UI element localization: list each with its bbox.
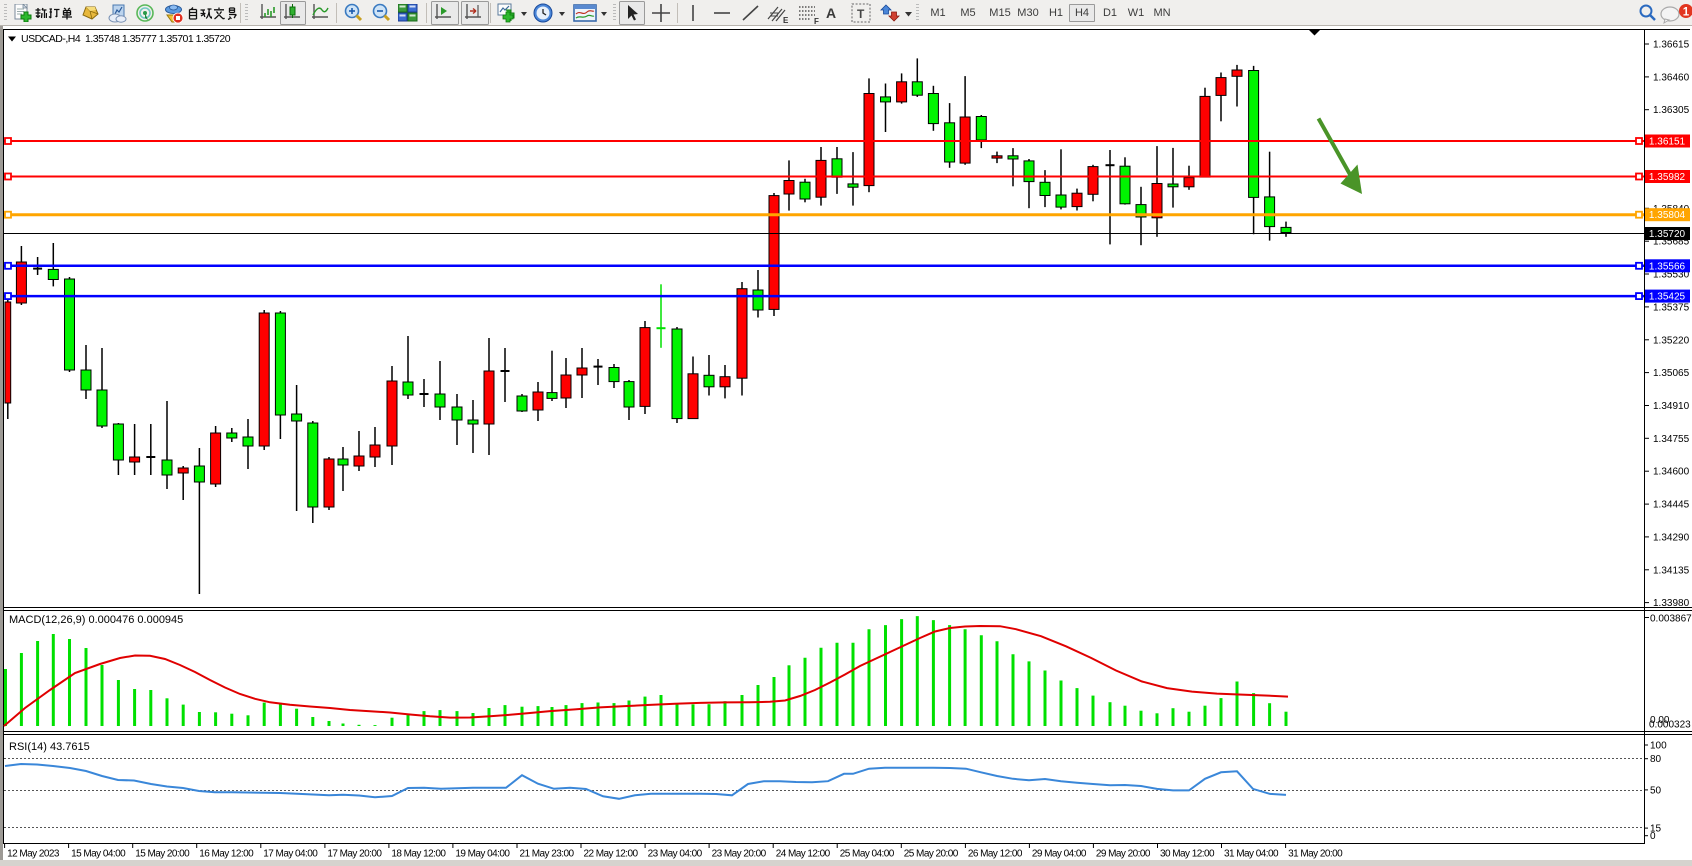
svg-text:F: F (814, 17, 819, 25)
svg-text:1.34445: 1.34445 (1653, 500, 1690, 511)
svg-text:23 May 04:00: 23 May 04:00 (648, 849, 703, 860)
svg-text:1.34290: 1.34290 (1653, 532, 1690, 543)
svg-text:1.36460: 1.36460 (1653, 72, 1690, 83)
svg-text:1.35982: 1.35982 (1649, 172, 1686, 183)
svg-text:1.35425: 1.35425 (1649, 292, 1686, 303)
svg-text:1.33980: 1.33980 (1653, 598, 1690, 609)
svg-text:1.35720: 1.35720 (1649, 229, 1686, 240)
svg-text:1.35685: 1.35685 (1653, 237, 1690, 248)
svg-text:25 May 20:00: 25 May 20:00 (904, 849, 959, 860)
svg-text:E: E (783, 16, 789, 25)
svg-text:22 May 12:00: 22 May 12:00 (584, 849, 639, 860)
svg-text:0.00: 0.00 (1650, 715, 1670, 726)
svg-text:1: 1 (1683, 7, 1690, 19)
svg-text:15: 15 (1650, 824, 1662, 835)
svg-text:16 May 12:00: 16 May 12:00 (199, 849, 254, 860)
svg-text:17 May 04:00: 17 May 04:00 (263, 849, 318, 860)
svg-text:31 May 04:00: 31 May 04:00 (1224, 849, 1279, 860)
svg-text:1.35566: 1.35566 (1649, 261, 1686, 272)
svg-text:MACD(12,26,9) 0.000476 0.00094: MACD(12,26,9) 0.000476 0.000945 (9, 614, 183, 626)
svg-text:12 May 2023: 12 May 2023 (7, 849, 60, 860)
svg-text:80: 80 (1650, 754, 1662, 765)
svg-text:T: T (857, 7, 865, 21)
svg-text:50: 50 (1650, 785, 1662, 796)
svg-text:RSI(14) 43.7615: RSI(14) 43.7615 (9, 741, 90, 753)
svg-text:17 May 20:00: 17 May 20:00 (327, 849, 382, 860)
svg-text:1.36305: 1.36305 (1653, 105, 1690, 116)
svg-text:1.35804: 1.35804 (1649, 210, 1686, 221)
svg-text:31 May 20:00: 31 May 20:00 (1288, 849, 1343, 860)
svg-text:1.34755: 1.34755 (1653, 434, 1690, 445)
svg-text:18 May 12:00: 18 May 12:00 (391, 849, 446, 860)
svg-text:19 May 04:00: 19 May 04:00 (455, 849, 510, 860)
svg-text:23 May 20:00: 23 May 20:00 (712, 849, 767, 860)
svg-text:0: 0 (1650, 831, 1656, 842)
svg-text:1.35530: 1.35530 (1653, 270, 1690, 281)
svg-text:30 May 12:00: 30 May 12:00 (1160, 849, 1215, 860)
svg-text:100: 100 (1650, 741, 1667, 752)
svg-text:25 May 04:00: 25 May 04:00 (840, 849, 895, 860)
svg-text:15 May 04:00: 15 May 04:00 (71, 849, 126, 860)
svg-text:15 May 20:00: 15 May 20:00 (135, 849, 190, 860)
svg-text:1.36151: 1.36151 (1649, 137, 1686, 148)
svg-text:1.35065: 1.35065 (1653, 368, 1690, 379)
svg-text:26 May 12:00: 26 May 12:00 (968, 849, 1023, 860)
svg-text:0.003867: 0.003867 (1650, 614, 1692, 625)
svg-text:1.34600: 1.34600 (1653, 467, 1690, 478)
svg-text:24 May 12:00: 24 May 12:00 (776, 849, 831, 860)
svg-text:1.34135: 1.34135 (1653, 565, 1690, 576)
svg-text:1.34910: 1.34910 (1653, 401, 1690, 412)
svg-text:1.35375: 1.35375 (1653, 302, 1690, 313)
svg-text:1.35220: 1.35220 (1653, 335, 1690, 346)
svg-text:1.36615: 1.36615 (1653, 40, 1690, 51)
svg-text:0.000323: 0.000323 (1649, 720, 1691, 731)
svg-text:29 May 04:00: 29 May 04:00 (1032, 849, 1087, 860)
svg-text:29 May 20:00: 29 May 20:00 (1096, 849, 1151, 860)
svg-text:21 May 23:00: 21 May 23:00 (520, 849, 575, 860)
svg-text:USDCAD-,H4 1.35748 1.35777 1.: USDCAD-,H4 1.35748 1.35777 1.35701 1.357… (21, 33, 231, 45)
